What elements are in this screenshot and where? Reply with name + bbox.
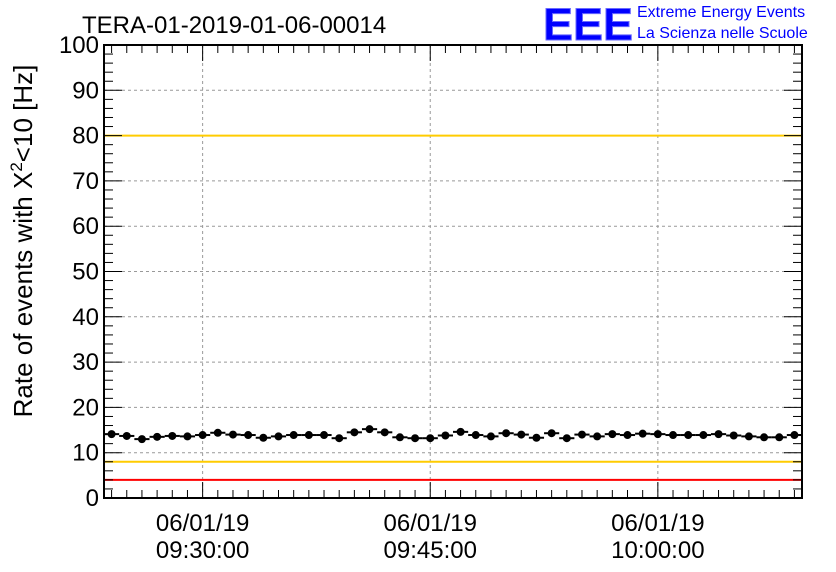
y-tick-labels: 0 10 20 30 40 50 60 70 80 90 100	[59, 32, 99, 512]
data-point	[532, 433, 541, 442]
grid-lines	[104, 45, 802, 498]
y-axis-label: Rate of events with X2<10 [Hz]	[7, 65, 38, 418]
x-tick-label-time: 09:45:00	[384, 537, 477, 564]
x-tick-label-date: 06/01/19	[611, 510, 704, 537]
data-point	[502, 429, 511, 438]
data-point	[304, 431, 313, 440]
y-axis-label-superscript: 2	[7, 162, 26, 171]
y-tick-label: 40	[72, 304, 99, 331]
data-point	[517, 430, 526, 439]
data-point	[198, 431, 207, 440]
x-tick-label-date: 06/01/19	[156, 510, 249, 537]
data-point	[228, 430, 237, 439]
eee-logo: EEE Extreme Energy Events La Scienza nel…	[543, 0, 808, 51]
data-point	[183, 432, 192, 441]
logo-mark: EEE	[543, 0, 633, 50]
data-point	[380, 428, 389, 437]
data-point	[122, 431, 131, 440]
x-tick-label-time: 10:00:00	[611, 537, 704, 564]
logo-line-1: Extreme Energy Events	[637, 4, 805, 21]
data-point	[411, 434, 420, 443]
data-point	[699, 431, 708, 440]
y-tick-label: 60	[72, 213, 99, 240]
y-tick-label: 30	[72, 349, 99, 376]
chart-title: TERA-01-2019-01-06-00014	[82, 12, 386, 39]
y-tick-label: 70	[72, 168, 99, 195]
x-tick-labels: 06/01/1909:30:0006/01/1909:45:0006/01/19…	[156, 510, 705, 564]
data-point	[259, 433, 268, 442]
data-point	[486, 432, 495, 441]
data-point	[395, 433, 404, 442]
data-point	[775, 433, 784, 442]
data-point	[608, 430, 617, 439]
y-tick-label: 50	[72, 259, 99, 286]
data-point	[714, 430, 723, 439]
y-tick-label: 20	[72, 394, 99, 421]
plot-frame	[103, 44, 803, 499]
data-point	[274, 432, 283, 441]
data-point	[335, 434, 344, 443]
data-point	[137, 435, 146, 444]
data-point	[547, 429, 556, 438]
data-point	[244, 431, 253, 440]
axis-ticks	[104, 44, 802, 499]
data-point	[471, 431, 480, 440]
y-tick-label: 100	[59, 32, 99, 59]
x-tick-label-date: 06/01/19	[384, 510, 477, 537]
data-point	[623, 431, 632, 440]
reference-lines	[104, 44, 802, 481]
y-tick-label: 80	[72, 123, 99, 150]
data-point	[320, 431, 329, 440]
y-axis-label-suffix: <10 [Hz]	[8, 65, 38, 163]
data-point	[456, 427, 465, 436]
data-point	[684, 431, 693, 440]
data-point	[289, 431, 298, 440]
data-point	[593, 432, 602, 441]
data-point	[168, 431, 177, 440]
data-point	[562, 434, 571, 443]
x-tick-label-time: 09:30:00	[156, 537, 249, 564]
y-tick-label: 10	[72, 440, 99, 467]
data-point	[729, 431, 738, 440]
data-point	[638, 429, 647, 438]
data-point	[669, 431, 678, 440]
logo-line-2: La Scienza nelle Scuole	[637, 25, 808, 42]
data-point	[790, 431, 799, 440]
y-tick-label: 0	[86, 485, 99, 512]
y-axis-label-prefix: Rate of events with X	[8, 172, 38, 418]
data-point	[213, 428, 222, 437]
data-point	[365, 425, 374, 434]
data-point	[350, 428, 359, 437]
y-tick-label: 90	[72, 77, 99, 104]
data-point	[441, 431, 450, 440]
data-point	[577, 430, 586, 439]
data-point	[153, 432, 162, 441]
data-points	[104, 425, 802, 444]
data-point	[107, 430, 116, 439]
data-point	[426, 434, 435, 443]
data-point	[744, 432, 753, 441]
data-point	[760, 433, 769, 442]
data-point	[653, 430, 662, 439]
